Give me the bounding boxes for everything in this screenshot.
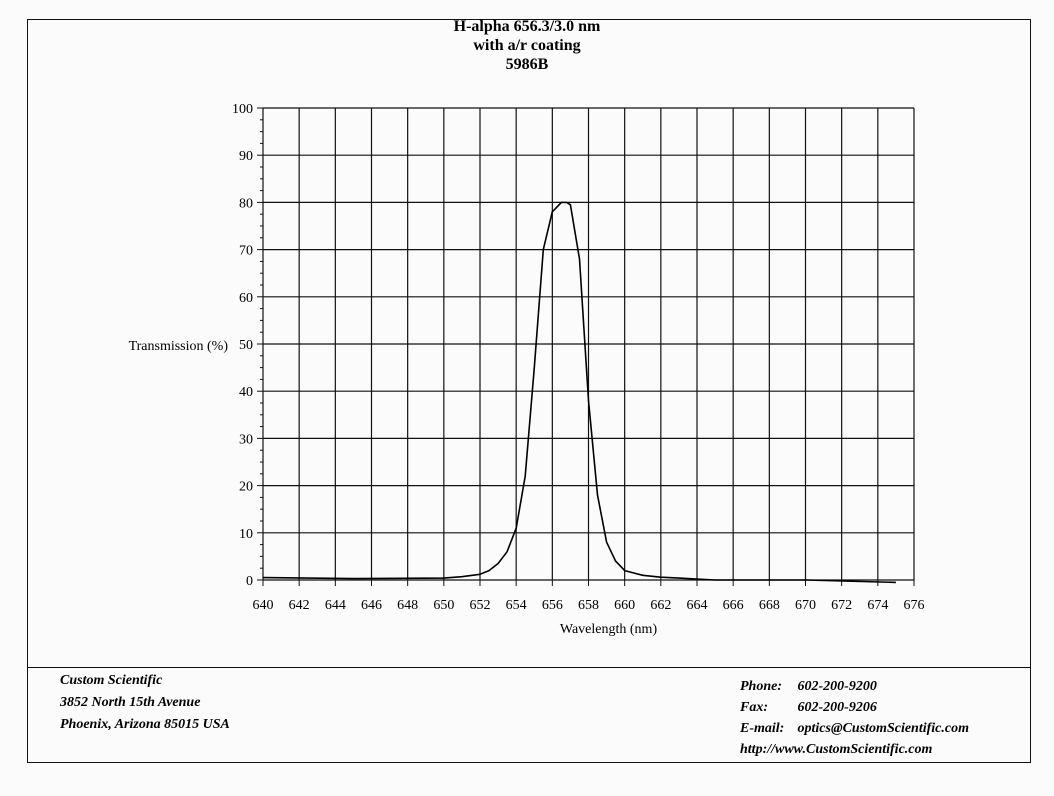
chart-title-line-2: with a/r coating	[473, 37, 581, 54]
phone-number: 602-200-9200	[797, 679, 877, 694]
x-tick-labels: 640 642 644 646 648 650 652 654 656 658 660 662 664 6…	[253, 598, 925, 613]
fax-label: Fax:	[740, 700, 768, 715]
transmission-chart: 640 642 644 646 648 650 652 654 656 658 660 662 664 6…	[129, 102, 925, 637]
transmission-curve	[262, 201, 896, 584]
email-row: E-mail: optics@CustomScientific.com	[740, 718, 969, 739]
x-tick-label-656: 656	[542, 598, 563, 613]
chart-title-line-3: 5986B	[505, 56, 549, 73]
x-tick-label-640: 640	[253, 598, 274, 613]
x-tick-label-660: 660	[614, 598, 635, 613]
fax-number: 602-200-9206	[797, 700, 877, 715]
email-address[interactable]: optics@CustomScientific.com	[797, 721, 969, 736]
y-tick-label-0: 0	[246, 574, 253, 589]
chart-grid	[262, 107, 915, 581]
x-tick-label-666: 666	[723, 598, 744, 613]
y-tick-label-30: 30	[239, 432, 253, 447]
x-tick-label-644: 644	[325, 598, 346, 613]
x-tick-label-676: 676	[904, 598, 925, 613]
chart-ticks	[257, 107, 915, 586]
x-tick-label-654: 654	[506, 598, 527, 613]
y-tick-label-60: 60	[239, 291, 253, 306]
y-tick-label-20: 20	[239, 480, 253, 495]
company-city: Phoenix, Arizona 85015 USA	[60, 717, 230, 732]
y-tick-label-10: 10	[239, 527, 253, 542]
chart-title-line-1: H-alpha 656.3/3.0 nm	[453, 18, 601, 35]
company-address: Custom Scientific 3852 North 15th Avenue…	[60, 670, 230, 736]
page-border	[27, 19, 1031, 763]
y-tick-label-80: 80	[239, 196, 253, 211]
x-tick-label-642: 642	[289, 598, 310, 613]
x-tick-label-662: 662	[650, 598, 671, 613]
y-tick-label-90: 90	[239, 149, 253, 164]
y-tick-label-50: 50	[239, 338, 253, 353]
x-tick-label-650: 650	[433, 598, 454, 613]
x-tick-label-646: 646	[361, 598, 382, 613]
x-tick-label-668: 668	[759, 598, 780, 613]
company-name: Custom Scientific	[60, 673, 163, 688]
website-link[interactable]: http://www.CustomScientific.com	[740, 742, 933, 757]
company-contact: Phone: 602-200-9200 Fax: 602-200-9206 E-…	[740, 676, 969, 760]
y-tick-label-70: 70	[239, 244, 253, 259]
phone-label: Phone:	[740, 679, 782, 694]
x-tick-label-648: 648	[397, 598, 418, 613]
chart-series	[262, 201, 896, 584]
chart-title: H-alpha 656.3/3.0 nm with a/r coating 59…	[0, 17, 1054, 74]
y-tick-label-100: 100	[232, 102, 253, 117]
fax-row: Fax: 602-200-9206	[740, 697, 969, 718]
x-tick-label-674: 674	[867, 598, 888, 613]
web-row: http://www.CustomScientific.com	[740, 739, 969, 760]
y-tick-labels: 0 10 20 30 40 50 60 70 80 90 100	[232, 102, 253, 589]
footer-divider	[27, 667, 1031, 668]
x-axis-label: Wavelength (nm)	[560, 622, 658, 637]
x-tick-label-670: 670	[795, 598, 816, 613]
x-tick-label-672: 672	[831, 598, 852, 613]
x-tick-label-652: 652	[470, 598, 491, 613]
email-label: E-mail:	[740, 721, 785, 736]
y-tick-label-40: 40	[239, 385, 253, 400]
y-axis-label: Transmission (%)	[129, 339, 229, 354]
x-tick-label-664: 664	[687, 598, 708, 613]
phone-row: Phone: 602-200-9200	[740, 676, 969, 697]
company-street: 3852 North 15th Avenue	[60, 695, 201, 710]
x-tick-label-658: 658	[578, 598, 599, 613]
